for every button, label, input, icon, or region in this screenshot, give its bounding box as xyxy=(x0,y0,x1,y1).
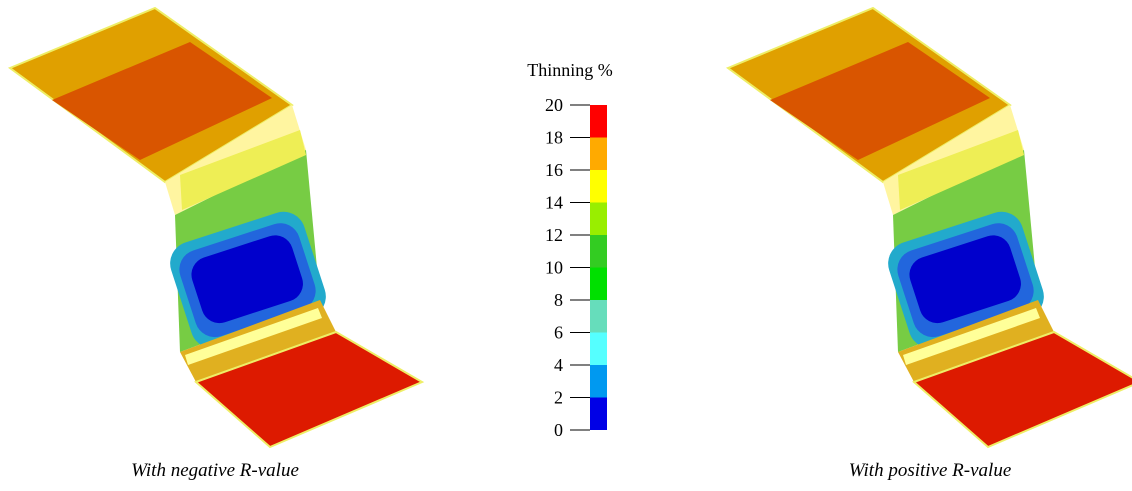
tick-label: 4 xyxy=(554,355,563,375)
colorbar-segment xyxy=(590,365,607,398)
tick-label: 6 xyxy=(554,323,563,343)
colorbar-segment xyxy=(590,105,607,138)
colorbar-segment xyxy=(590,170,607,203)
tick-label: 16 xyxy=(545,160,563,180)
colorbar-segment xyxy=(590,397,607,430)
caption: With negative R-value xyxy=(131,460,299,481)
tick-label: 12 xyxy=(545,225,563,245)
tick-label: 18 xyxy=(545,128,563,148)
tick-label: 10 xyxy=(545,258,563,278)
colorbar-title: Thinning % xyxy=(527,60,613,80)
colorbar-segment xyxy=(590,137,607,170)
tick-label: 0 xyxy=(554,420,563,440)
sheet-positive xyxy=(727,7,1132,448)
colorbar-segment xyxy=(590,235,607,268)
colorbar: 0 2 4 6 8 10 12 14 16 18 20 xyxy=(545,95,607,440)
sheet-negative xyxy=(9,7,423,448)
tick-label: 8 xyxy=(554,290,563,310)
caption: With positive R-value xyxy=(849,460,1012,481)
colorbar-segment xyxy=(590,267,607,300)
tick-label: 14 xyxy=(545,193,563,213)
tick-label: 20 xyxy=(545,95,563,115)
colorbar-segment xyxy=(590,202,607,235)
tick-label: 2 xyxy=(554,388,563,408)
colorbar-segment xyxy=(590,300,607,333)
colorbar-segment xyxy=(590,332,607,365)
